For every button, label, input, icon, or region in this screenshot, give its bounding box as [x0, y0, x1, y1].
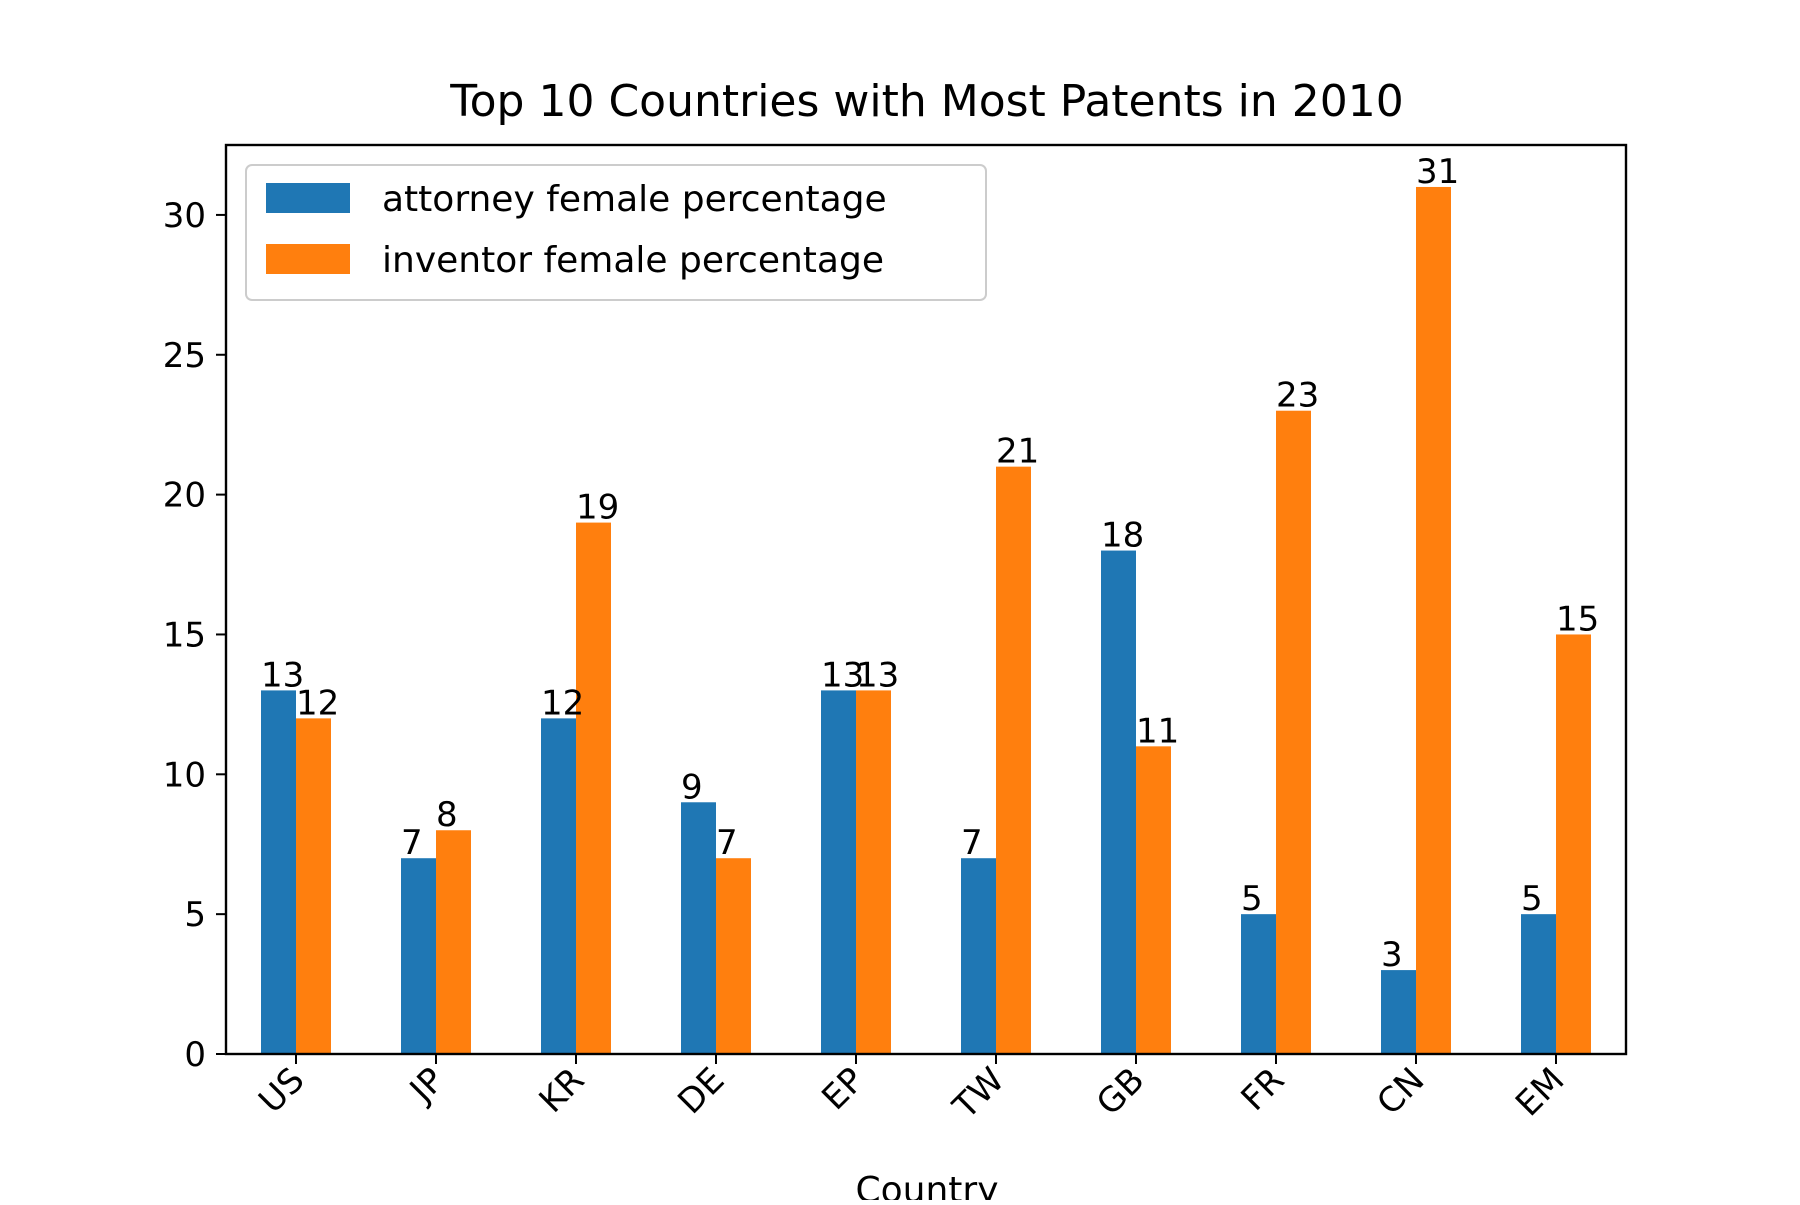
x-tick-label-us: US [251, 1060, 312, 1121]
x-tick-label-jp: JP [401, 1060, 452, 1111]
data-label-attorney-fr: 5 [1241, 879, 1263, 919]
y-tick-label: 0 [184, 1035, 206, 1075]
data-label-attorney-gb: 18 [1101, 516, 1144, 556]
x-axis-label: Country [855, 1170, 998, 1200]
legend-swatch-inventor [266, 244, 350, 274]
bar-attorney-de [681, 802, 716, 1054]
data-label-attorney-jp: 7 [401, 823, 423, 863]
x-tick-label-cn: CN [1369, 1060, 1432, 1123]
data-label-inventor-fr: 23 [1276, 376, 1319, 416]
x-tick-label-gb: GB [1089, 1060, 1152, 1123]
x-ticks-layer: US JP KR DE EP TW GB FR CN EM [251, 1054, 1572, 1128]
x-tick-label-em: EM [1508, 1060, 1572, 1124]
data-label-attorney-kr: 12 [541, 683, 584, 723]
data-label-attorney-tw: 7 [961, 823, 983, 863]
bar-attorney-jp [401, 858, 436, 1054]
y-tick-label: 10 [163, 755, 206, 795]
legend-swatch-attorney [266, 183, 350, 213]
bar-attorney-us [261, 690, 296, 1054]
legend-label-inventor: inventor female percentage [382, 240, 884, 281]
bar-attorney-em [1521, 914, 1556, 1054]
bar-inventor-cn [1416, 187, 1451, 1054]
bar-attorney-cn [1381, 970, 1416, 1054]
y-tick-label: 20 [163, 476, 206, 516]
data-label-inventor-tw: 21 [996, 432, 1039, 472]
x-tick-label-fr: FR [1234, 1060, 1293, 1119]
bar-inventor-ep [856, 690, 891, 1054]
x-tick-label-kr: KR [532, 1060, 593, 1121]
x-tick-label-tw: TW [945, 1060, 1012, 1127]
bar-inventor-tw [996, 467, 1031, 1054]
bar-attorney-gb [1101, 551, 1136, 1054]
data-label-attorney-cn: 3 [1381, 935, 1403, 975]
data-label-attorney-de: 9 [681, 767, 703, 807]
bar-attorney-tw [961, 858, 996, 1054]
bar-inventor-gb [1136, 746, 1171, 1054]
y-tick-label: 25 [163, 336, 206, 376]
data-label-inventor-jp: 8 [436, 795, 458, 835]
data-label-inventor-de: 7 [716, 823, 738, 863]
bar-attorney-kr [541, 718, 576, 1054]
bar-inventor-de [716, 858, 751, 1054]
bar-inventor-jp [436, 830, 471, 1054]
bar-inventor-fr [1276, 411, 1311, 1054]
chart-title: Top 10 Countries with Most Patents in 20… [449, 76, 1404, 127]
y-tick-label: 5 [184, 895, 206, 935]
data-label-inventor-kr: 19 [576, 488, 619, 528]
bar-inventor-us [296, 718, 331, 1054]
x-tick-label-ep: EP [814, 1060, 872, 1118]
bar-attorney-fr [1241, 914, 1276, 1054]
bar-inventor-kr [576, 523, 611, 1054]
data-label-inventor-gb: 11 [1136, 711, 1179, 751]
x-tick-label-de: DE [670, 1060, 732, 1122]
data-label-inventor-em: 15 [1556, 599, 1599, 639]
y-tick-label: 30 [163, 196, 206, 236]
data-label-inventor-us: 12 [296, 683, 339, 723]
y-tick-label: 15 [163, 615, 206, 655]
bar-inventor-em [1556, 634, 1591, 1054]
bar-attorney-ep [821, 690, 856, 1054]
data-label-inventor-ep: 13 [856, 655, 899, 695]
data-label-attorney-em: 5 [1521, 879, 1543, 919]
data-label-inventor-cn: 31 [1416, 152, 1459, 192]
legend-label-attorney: attorney female percentage [382, 179, 887, 220]
bars-layer [261, 187, 1591, 1054]
y-ticks-layer: 0 5 10 15 20 25 30 [163, 196, 226, 1075]
legend: attorney female percentage inventor femal… [246, 165, 986, 300]
